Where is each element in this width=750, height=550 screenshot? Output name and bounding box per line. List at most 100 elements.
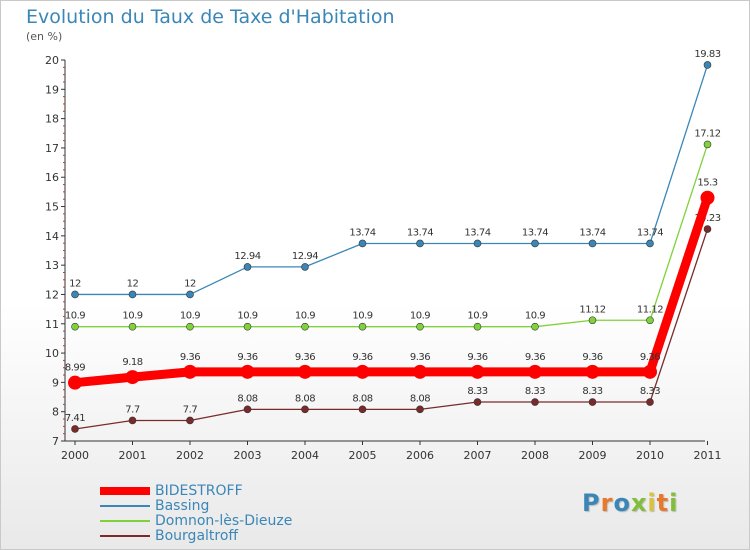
- data-label: 19.83: [694, 49, 720, 60]
- data-label: 9.36: [352, 352, 372, 363]
- y-tick-label: 15: [45, 201, 59, 214]
- series-bourgaltroff: 7.41 7.7 7.7 8.08 8.08 8.08 8.08 8.33 8.33 8.33 8.…: [65, 213, 721, 433]
- data-point: [646, 239, 654, 248]
- data-point: [703, 225, 712, 233]
- chart-title: Evolution du Taux de Taxe d'Habitation: [26, 6, 395, 28]
- data-point: [186, 416, 194, 425]
- data-point: [473, 322, 482, 331]
- data-point: [470, 364, 485, 379]
- data-point: [243, 263, 252, 271]
- y-tick-label: 10: [45, 347, 59, 360]
- data-point: [71, 322, 79, 331]
- data-label: 8.08: [410, 393, 430, 404]
- y-tick-label: 7: [52, 435, 59, 448]
- logo-letter: o: [613, 489, 631, 517]
- data-label: 8.33: [525, 386, 545, 397]
- data-point: [585, 364, 600, 379]
- data-point: [416, 405, 424, 414]
- series-bidestroff: 8.99 9.18 9.36 9.36 9.36 9.36 9.36 9.36 9.36 9.36…: [65, 178, 718, 390]
- data-label: 9.18: [122, 357, 142, 368]
- data-point: [240, 364, 255, 379]
- data-point: [646, 398, 654, 406]
- data-label: 10.9: [65, 311, 85, 322]
- data-label: 8.08: [295, 393, 315, 404]
- data-point: [186, 322, 194, 331]
- data-label: 9.36: [582, 352, 602, 363]
- data-label: 10.9: [467, 311, 487, 322]
- data-point: [125, 370, 140, 385]
- data-label: 15.3: [697, 178, 717, 189]
- y-tick-label: 8: [52, 406, 59, 419]
- data-point: [700, 190, 715, 205]
- data-label: 12: [69, 278, 81, 289]
- series-domnon-l-s-dieuze: 10.9 10.9 10.9 10.9 10.9 10.9 10.9 10.9 10.9 11.1…: [65, 128, 721, 331]
- data-point: [128, 416, 137, 425]
- y-tick-label: 11: [45, 318, 59, 331]
- data-label: 10.9: [410, 311, 430, 322]
- data-label: 13.74: [349, 227, 375, 238]
- data-label: 10.9: [295, 311, 315, 322]
- data-label: 9.36: [180, 352, 200, 363]
- data-point: [531, 398, 539, 406]
- data-label: 12.94: [292, 251, 318, 262]
- data-label: 9.36: [295, 352, 315, 363]
- series-line: [74, 143, 709, 328]
- data-point: [643, 364, 657, 379]
- data-label: 11.12: [579, 304, 605, 315]
- y-tick-label: 9: [52, 376, 59, 389]
- data-label: 8.08: [237, 393, 257, 404]
- y-tick-label: 19: [45, 83, 59, 96]
- data-point: [588, 316, 597, 325]
- data-point: [358, 239, 367, 248]
- logo-letter: x: [630, 489, 648, 517]
- x-tick-label: 2006: [406, 449, 434, 462]
- data-point: [358, 322, 367, 331]
- data-label: 12.94: [234, 251, 260, 262]
- data-point: [71, 425, 79, 433]
- data-point: [186, 290, 194, 299]
- data-point: [473, 239, 482, 248]
- x-tick-label: 2005: [349, 449, 377, 462]
- logo-letter: i: [647, 489, 657, 517]
- data-label: 13.74: [637, 227, 663, 238]
- logo-letter: P: [582, 489, 601, 517]
- data-label: 11.12: [637, 304, 663, 315]
- data-label: 14.23: [694, 213, 720, 224]
- data-point: [646, 316, 654, 325]
- x-tick-label: 2008: [521, 449, 549, 462]
- data-label: 17.12: [694, 128, 720, 139]
- data-point: [355, 364, 370, 379]
- data-label: 8.99: [65, 363, 85, 374]
- y-tick-label: 12: [45, 288, 59, 301]
- data-label: 8.08: [352, 393, 372, 404]
- data-label: 7.41: [65, 413, 85, 424]
- legend-swatch: [100, 505, 150, 507]
- series-line: [74, 228, 709, 430]
- data-point: [301, 405, 309, 414]
- data-point: [68, 375, 82, 390]
- x-tick-label: 2000: [61, 449, 89, 462]
- data-label: 13.74: [464, 227, 490, 238]
- data-point: [71, 290, 79, 299]
- data-label: 8.33: [640, 386, 660, 397]
- x-tick-label: 2009: [579, 449, 607, 462]
- data-label: 10.9: [180, 311, 200, 322]
- y-tick-label: 18: [45, 113, 59, 126]
- chart-subtitle: (en %): [26, 30, 63, 43]
- data-label: 9.36: [467, 352, 487, 363]
- legend-label: Domnon-lès-Dieuze: [155, 513, 293, 529]
- x-tick-label: 2007: [464, 449, 492, 462]
- series-bassing: 12 12 12 12.94 12.94 13.74 13.74 13.74 13.74 13.7…: [69, 49, 721, 299]
- y-tick-label: 14: [45, 230, 59, 243]
- y-tick-label: 17: [45, 142, 59, 155]
- data-label: 8.33: [467, 386, 487, 397]
- data-point: [588, 398, 597, 406]
- series-line: [70, 193, 712, 388]
- data-point: [703, 140, 712, 149]
- data-label: 10.9: [122, 311, 142, 322]
- data-label: 13.74: [407, 227, 433, 238]
- x-tick-label: 2010: [636, 449, 664, 462]
- x-tick-label: 2003: [234, 449, 262, 462]
- data-point: [416, 322, 424, 331]
